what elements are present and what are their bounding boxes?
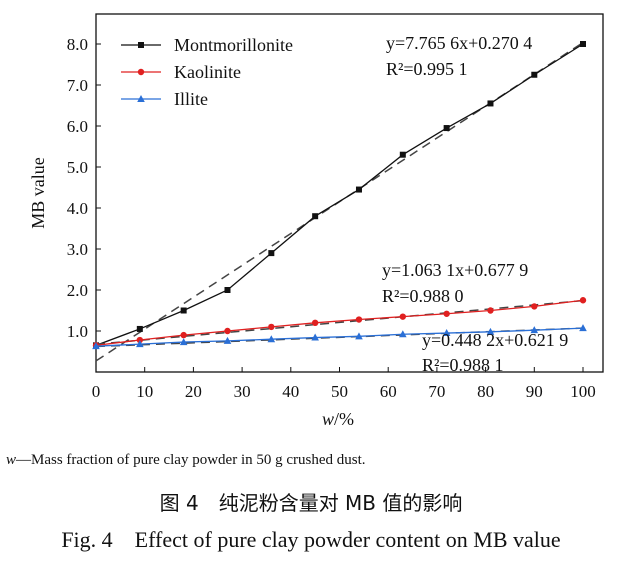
data-point (312, 213, 319, 220)
data-point (579, 324, 587, 332)
data-point (399, 151, 406, 158)
data-point (92, 342, 100, 350)
figure-note: w—Mass fraction of pure clay powder in 5… (6, 452, 366, 469)
y-tick-label: 4.0 (67, 199, 88, 218)
data-point (224, 287, 231, 293)
data-point (355, 316, 363, 323)
fit-equation: y=7.765 6x+0.270 4 (386, 33, 532, 53)
note-variable: w (6, 452, 17, 468)
x-tick-label: 60 (380, 382, 397, 401)
y-tick-label: 8.0 (67, 35, 88, 54)
data-point (487, 100, 494, 107)
x-tick-label: 20 (185, 382, 202, 401)
legend-marker (137, 95, 145, 102)
x-tick-label: 50 (331, 382, 348, 401)
x-tick-label: 90 (526, 382, 543, 401)
data-point (355, 186, 362, 193)
data-point (179, 338, 188, 346)
y-tick-label: 5.0 (67, 158, 88, 177)
data-point (223, 336, 232, 344)
data-point (268, 250, 275, 257)
fit-r-squared: R²=0.988 0 (382, 286, 464, 306)
data-point (487, 307, 494, 314)
data-point (399, 330, 407, 338)
data-point (579, 297, 587, 304)
x-tick-label: 0 (92, 382, 101, 401)
data-point (180, 307, 187, 314)
y-tick-label: 2.0 (67, 281, 88, 300)
x-tick-label: 70 (428, 382, 445, 401)
fit-equation: y=1.063 1x+0.677 9 (382, 260, 528, 280)
data-point (180, 331, 187, 339)
x-tick-label: 30 (234, 382, 251, 401)
plot-frame (95, 13, 604, 373)
data-point (486, 327, 495, 335)
data-point (443, 310, 450, 317)
data-point (136, 340, 144, 348)
x-tick-label: 80 (477, 382, 494, 401)
fit-r-squared: R²=0.995 1 (386, 59, 468, 79)
data-point (267, 335, 276, 343)
caption-chinese: 图 4 纯泥粉含量对 MB 值的影响 (159, 491, 463, 515)
data-point (531, 71, 538, 78)
fit-line (95, 299, 584, 345)
data-point (311, 319, 319, 326)
x-tick-label: 10 (136, 382, 153, 401)
data-point (442, 329, 451, 337)
data-point (531, 303, 538, 310)
series-line (95, 43, 584, 346)
chart: 0 10 20 30 40 50 60 70 80 90 100 1.0 2.0 3.0 4.0 5.0 6.0… (28, 13, 604, 429)
data-point (355, 332, 363, 340)
legend-marker (138, 42, 144, 48)
data-point (136, 325, 143, 332)
caption-english: Fig. 4 Effect of pure clay powder conten… (61, 527, 561, 552)
note-text: —Mass fraction of pure clay powder in 50… (16, 452, 366, 468)
x-axis-label: w/% (322, 409, 354, 429)
data-point (136, 336, 144, 344)
data-point (530, 326, 539, 334)
data-point (268, 323, 275, 331)
legend-label: Illite (174, 89, 208, 109)
data-point (399, 313, 407, 320)
x-tick-label: 100 (570, 382, 596, 401)
x-tick-label: 40 (282, 382, 299, 401)
series-line (95, 299, 584, 346)
data-point (224, 327, 231, 335)
legend-label: Kaolinite (174, 62, 241, 82)
y-tick-label: 7.0 (67, 76, 88, 95)
y-tick-label: 6.0 (67, 117, 88, 136)
legend-marker (137, 68, 145, 76)
legend-label: Montmorillonite (174, 35, 293, 55)
y-tick-label: 1.0 (67, 322, 88, 341)
fit-r-squared: R²=0.988 1 (422, 355, 504, 375)
y-tick-label: 3.0 (67, 240, 88, 259)
series-line (95, 327, 584, 347)
y-axis-label: MB value (28, 157, 48, 229)
fit-equation: y=0.448 2x+0.621 9 (422, 330, 568, 350)
data-point (311, 333, 319, 341)
data-point (580, 41, 586, 47)
data-point (443, 125, 450, 132)
